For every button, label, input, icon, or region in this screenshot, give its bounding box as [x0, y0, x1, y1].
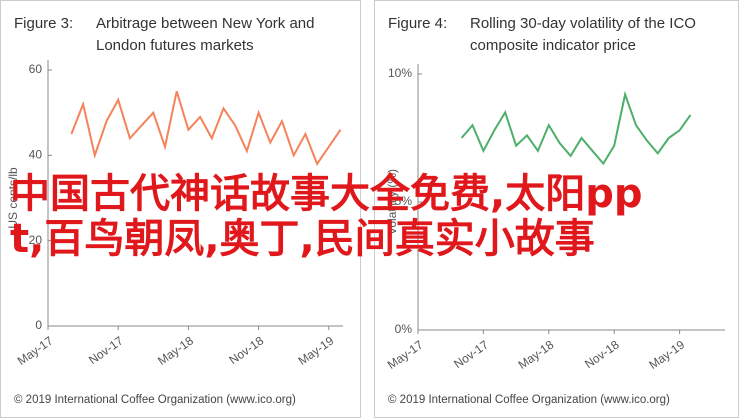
chart-title: composite indicator price	[470, 37, 636, 54]
y-axis-label: US cents/lb	[6, 167, 20, 229]
y-tick-label: 0	[35, 318, 42, 332]
x-tick-label: May-19	[646, 337, 687, 372]
y-tick-label: 5%	[395, 194, 413, 208]
y-tick-label: 0%	[395, 322, 413, 336]
x-tick-label: Nov-18	[226, 333, 266, 367]
source-note: © 2019 International Coffee Organization…	[388, 394, 670, 406]
x-tick-label: Nov-18	[582, 337, 622, 371]
chart-title: London futures markets	[96, 37, 254, 54]
overlay-text: 中国古代神话故事大全免费,太阳pp	[10, 171, 642, 217]
chart-title: Arbitrage between New York and	[96, 15, 314, 32]
x-tick-label: May-17	[15, 333, 56, 368]
figure-label: Figure 4:	[388, 15, 447, 32]
data-line	[460, 90, 692, 166]
y-axis-label: Volatility (%)	[385, 169, 399, 235]
x-tick-label: May-18	[155, 333, 196, 368]
source-note: © 2019 International Coffee Organization…	[14, 394, 296, 406]
y-tick-label: 60	[29, 62, 43, 76]
y-tick-label: 40	[29, 148, 43, 162]
panel-frame	[0, 0, 361, 418]
x-tick-label: May-18	[516, 337, 557, 372]
y-tick-label: 10%	[388, 66, 412, 80]
data-line	[70, 91, 342, 166]
overlay-text: t,百鸟朝凤,奥丁,民间真实小故事	[10, 216, 595, 262]
figure-label: Figure 3:	[14, 15, 73, 32]
chart-title: Rolling 30-day volatility of the ICO	[470, 15, 696, 32]
x-tick-label: Nov-17	[86, 333, 126, 367]
x-tick-label: May-19	[296, 333, 337, 368]
x-tick-label: Nov-17	[451, 337, 491, 371]
y-tick-label: 20	[29, 233, 43, 247]
x-tick-label: May-17	[385, 337, 426, 372]
